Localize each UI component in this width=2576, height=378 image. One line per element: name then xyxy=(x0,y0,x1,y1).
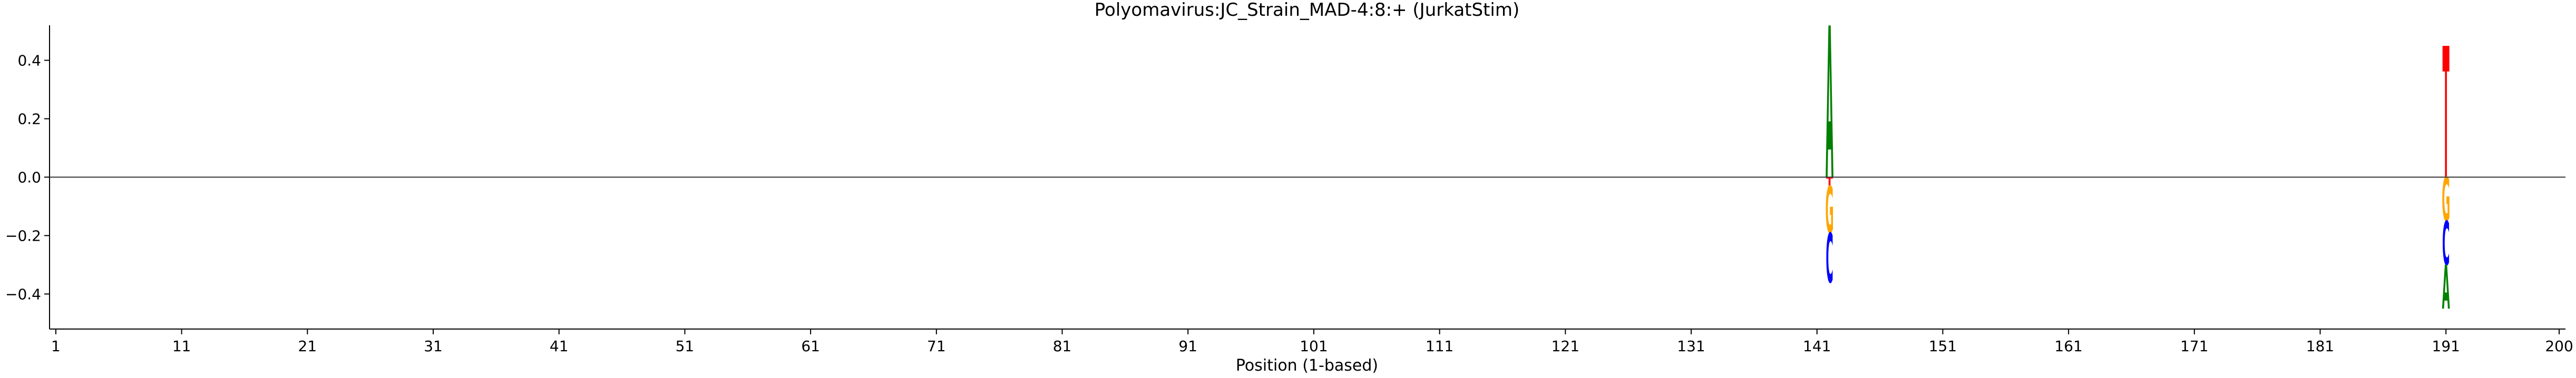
logo-letter-c: C xyxy=(2442,210,2450,279)
x-tick-label: 31 xyxy=(424,337,443,355)
y-tick-label: −0.2 xyxy=(5,227,41,244)
logo-letter-a: A xyxy=(1826,0,1833,226)
x-tick-label: 21 xyxy=(298,337,317,355)
x-tick-label: 81 xyxy=(1053,337,1072,355)
y-tick-label: 0.0 xyxy=(17,169,41,186)
chart-title: Polyomavirus:JC_Strain_MAD-4:8:+ (Jurkat… xyxy=(1095,0,1520,21)
x-tick-label: 101 xyxy=(1300,337,1328,355)
x-tick-label: 41 xyxy=(550,337,569,355)
x-tick-label: 191 xyxy=(2432,337,2460,355)
logo-letter-g: G xyxy=(1826,173,1834,248)
y-tick-label: 0.4 xyxy=(17,52,41,69)
x-tick-label: 200 xyxy=(2545,337,2573,355)
x-tick-label: 161 xyxy=(2054,337,2082,355)
logo-letter-c: C xyxy=(1826,219,1833,299)
axes: −0.4−0.20.00.20.41 11 21 31 41 51 61 71 81 91 101 1… xyxy=(5,25,2573,355)
x-tick-label: 131 xyxy=(1677,337,1705,355)
x-tick-label: 61 xyxy=(801,337,820,355)
logo-letter-a: A xyxy=(2442,254,2450,323)
y-tick-label: −0.4 xyxy=(5,285,41,303)
x-tick-label: 51 xyxy=(676,337,695,355)
logo-letter-t: T xyxy=(2443,11,2450,220)
x-axis-title: Position (1-based) xyxy=(1236,356,1378,375)
x-tick-label: 141 xyxy=(1803,337,1831,355)
logo-letter-g: G xyxy=(2442,166,2450,235)
x-tick-label: 11 xyxy=(172,337,191,355)
x-tick-label: 171 xyxy=(2180,337,2208,355)
logo-letter-t: T xyxy=(1826,175,1833,189)
x-tick-label: 71 xyxy=(927,337,946,355)
x-tick-label: 151 xyxy=(1929,337,1957,355)
y-tick-label: 0.2 xyxy=(17,111,41,128)
x-tick-label: 181 xyxy=(2306,337,2334,355)
x-tick-label: 1 xyxy=(51,337,61,355)
x-tick-label: 111 xyxy=(1426,337,1453,355)
x-tick-label: 91 xyxy=(1178,337,1197,355)
x-tick-label: 121 xyxy=(1552,337,1579,355)
